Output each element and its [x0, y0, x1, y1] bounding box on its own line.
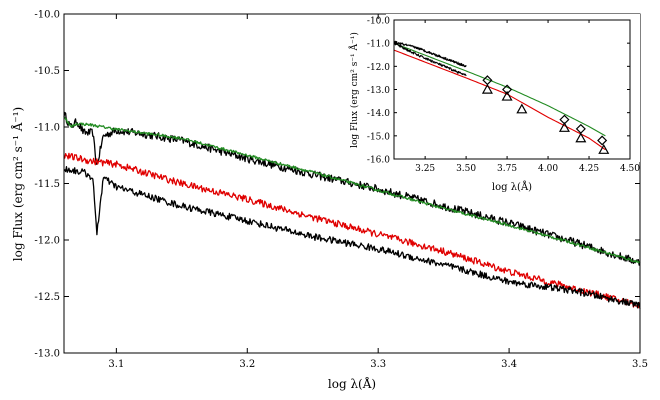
inset-y-axis-label: log Flux (erg cm² s⁻¹ Å⁻¹) — [348, 32, 360, 148]
main-x-tick-label: 3.1 — [108, 359, 124, 370]
inset-marker-diamond — [597, 135, 608, 146]
inset-series-red-model — [393, 49, 606, 151]
main-x-tick-label: 3.4 — [501, 359, 517, 370]
main-y-tick-label: -12.5 — [34, 292, 60, 303]
inset-marker-triangle — [481, 83, 493, 94]
inset-marker-triangle — [516, 103, 528, 114]
inset-x-tick-label: 4.50 — [620, 164, 640, 174]
inset-marker-triangle — [575, 132, 587, 143]
inset-x-tick-label: 4.00 — [538, 164, 558, 174]
inset-y-tick-label: -11.0 — [367, 40, 390, 50]
inset-marker-diamond — [502, 84, 513, 95]
main-y-tick-label: -11.5 — [34, 179, 60, 190]
main-x-axis-label: log λ(Å) — [328, 376, 376, 391]
inset-marker-triangle — [501, 90, 513, 101]
main-x-tick-label: 3.3 — [370, 359, 386, 370]
inset-y-tick-label: -10.0 — [367, 17, 390, 27]
inset-plot: 3.25 3.50 3.75 4.00 4.25 4.50 -16.0 -15.0 -14.0 -… — [348, 14, 640, 193]
main-y-tick-label: -10.0 — [34, 10, 60, 21]
inset-x-tick-label: 4.25 — [579, 164, 599, 174]
main-series-model-red- — [63, 152, 641, 309]
main-y-axis-label: log Flux (erg cm² s⁻¹ Å⁻¹) — [10, 107, 25, 261]
inset-ticks: 3.25 3.50 3.75 4.00 4.25 4.50 -16.0 -15.0 -14.0 -… — [367, 17, 640, 175]
main-y-tick-label: -13.0 — [34, 349, 60, 360]
inset-series-group — [393, 40, 606, 151]
main-series-observed-spectrum-faint- — [63, 166, 641, 309]
main-series-model-green- — [63, 116, 641, 264]
inset-series-spectrum-bright — [393, 40, 467, 68]
inset-x-tick-label: 3.25 — [415, 164, 435, 174]
inset-y-tick-label: -15.0 — [367, 132, 390, 142]
main-y-tick-label: -11.0 — [34, 123, 60, 134]
inset-x-tick-label: 3.75 — [497, 164, 517, 174]
main-series-group — [63, 111, 641, 309]
inset-marker-triangle — [598, 143, 610, 154]
inset-y-tick-label: -16.0 — [367, 156, 390, 166]
main-y-tick-label: -12.0 — [34, 236, 60, 247]
main-x-tick-label: 3.5 — [632, 359, 648, 370]
main-y-tick-label: -10.5 — [34, 66, 60, 77]
inset-series-spectrum-faint — [393, 42, 467, 77]
inset-background — [386, 14, 640, 162]
main-plot: 3.1 3.2 3.3 3.4 3.5 -13.0 -12.5 -12.0 -11.5 -11.0… — [10, 10, 648, 392]
inset-markers-group — [481, 75, 610, 154]
main-ticks: 3.1 3.2 3.3 3.4 3.5 -13.0 -12.5 -12.0 -11.5 -11.0… — [34, 10, 648, 371]
main-x-tick-label: 3.2 — [239, 359, 255, 370]
inset-y-tick-label: -12.0 — [367, 63, 390, 73]
inset-series-green-model — [393, 42, 606, 137]
inset-y-tick-label: -14.0 — [367, 109, 390, 119]
inset-marker-triangle — [558, 121, 570, 132]
inset-x-axis-label: log λ(Å) — [492, 181, 532, 193]
inset-y-tick-label: -13.0 — [367, 86, 390, 96]
inset-x-tick-label: 3.50 — [456, 164, 476, 174]
